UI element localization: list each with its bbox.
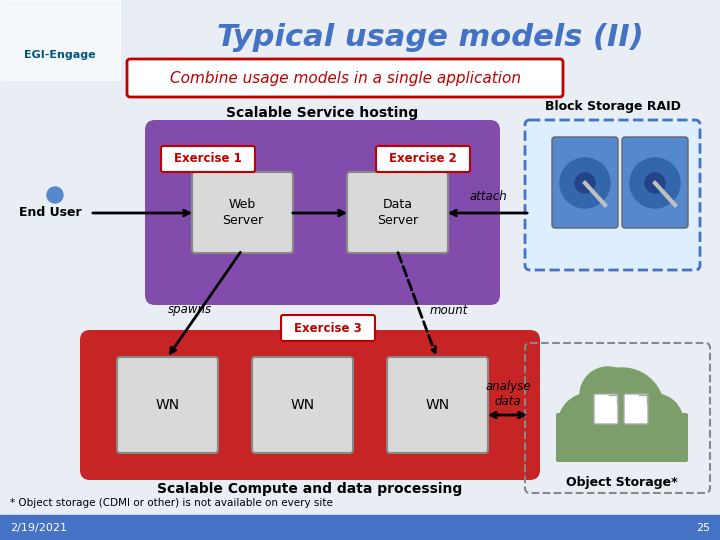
FancyBboxPatch shape	[80, 330, 540, 480]
FancyBboxPatch shape	[192, 172, 293, 253]
Text: analyse
data: analyse data	[485, 380, 531, 408]
Text: * Object storage (CDMI or other) is not available on every site: * Object storage (CDMI or other) is not …	[10, 498, 333, 508]
Circle shape	[627, 394, 683, 450]
Text: Scalable Compute and data processing: Scalable Compute and data processing	[158, 482, 463, 496]
Circle shape	[47, 187, 63, 203]
FancyBboxPatch shape	[127, 59, 563, 97]
Circle shape	[580, 368, 664, 452]
FancyBboxPatch shape	[624, 394, 648, 424]
Text: Exercise 2: Exercise 2	[389, 152, 457, 165]
Circle shape	[575, 173, 595, 193]
Text: Block Storage RAID: Block Storage RAID	[544, 100, 680, 113]
Text: End User: End User	[19, 206, 81, 219]
Text: WN: WN	[290, 398, 315, 412]
FancyBboxPatch shape	[376, 146, 470, 172]
FancyBboxPatch shape	[347, 172, 448, 253]
Bar	[0, 515, 720, 540]
Text: Data
Server: Data Server	[377, 199, 418, 226]
FancyBboxPatch shape	[387, 357, 488, 453]
FancyBboxPatch shape	[117, 357, 218, 453]
Text: Exercise 1: Exercise 1	[174, 152, 242, 165]
Text: attach: attach	[469, 190, 507, 203]
FancyBboxPatch shape	[556, 413, 688, 462]
FancyBboxPatch shape	[252, 357, 353, 453]
Text: WN: WN	[426, 398, 449, 412]
FancyBboxPatch shape	[552, 137, 618, 228]
FancyBboxPatch shape	[161, 146, 255, 172]
Circle shape	[645, 173, 665, 193]
FancyBboxPatch shape	[525, 120, 700, 270]
Text: Typical usage models (II): Typical usage models (II)	[217, 24, 644, 52]
Circle shape	[560, 158, 610, 208]
FancyBboxPatch shape	[594, 394, 618, 424]
FancyBboxPatch shape	[622, 137, 688, 228]
Circle shape	[630, 158, 680, 208]
Text: 25: 25	[696, 523, 710, 533]
Text: spawns: spawns	[168, 303, 212, 316]
Text: Exercise 3: Exercise 3	[294, 321, 362, 334]
Circle shape	[580, 367, 636, 423]
FancyBboxPatch shape	[281, 315, 375, 341]
Text: 2/19/2021: 2/19/2021	[10, 523, 67, 533]
Text: Combine usage models in a single application: Combine usage models in a single applica…	[169, 71, 521, 85]
FancyBboxPatch shape	[145, 120, 500, 305]
Text: EGI-Engage: EGI-Engage	[24, 50, 96, 60]
Text: Web
Server: Web Server	[222, 199, 263, 226]
Text: WN: WN	[156, 398, 179, 412]
Text: mount: mount	[430, 303, 469, 316]
Bar	[0, 0, 120, 80]
Text: Object Storage*: Object Storage*	[566, 476, 678, 489]
Text: Scalable Service hosting: Scalable Service hosting	[226, 106, 418, 120]
Circle shape	[558, 393, 622, 457]
